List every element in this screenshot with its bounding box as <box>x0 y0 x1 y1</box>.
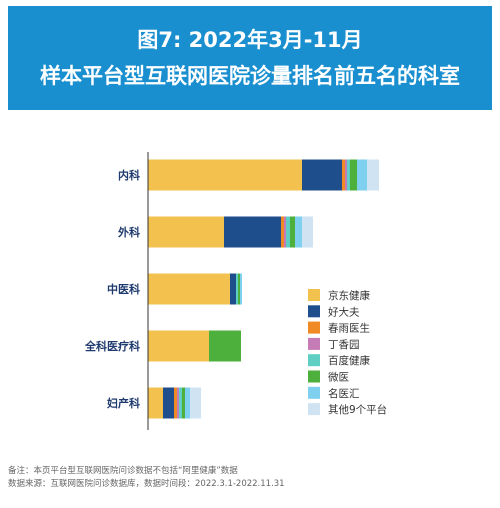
bar-segment <box>148 159 302 191</box>
bar-segment <box>148 273 230 305</box>
footnote-source: 数据来源：互联网医院问诊数据库，数据时间段：2022.3.1-2022.11.3… <box>8 479 285 489</box>
legend-label: 微医 <box>328 371 349 384</box>
category-label: 全科医疗科 <box>84 339 140 353</box>
bar-segment <box>148 330 209 362</box>
bar-segment <box>345 159 347 191</box>
category-label: 中医科 <box>107 282 140 296</box>
legend-swatch <box>308 305 320 318</box>
legend-swatch <box>308 403 320 416</box>
legend-swatch <box>308 354 320 367</box>
bar-segment <box>230 273 236 305</box>
bar-segment <box>302 159 342 191</box>
legend-label: 京东健康 <box>328 289 370 302</box>
category-label: 妇产科 <box>106 396 140 410</box>
bar-segment <box>179 387 182 419</box>
bar-segment <box>177 387 179 419</box>
footnote-note: 备注：本页平台型互联网医院问诊数据不包括“阿里健康”数据 <box>8 466 238 476</box>
legend-swatch <box>308 337 320 350</box>
bar-segment <box>236 273 238 305</box>
category-label: 内科 <box>118 168 140 182</box>
legend-swatch <box>308 370 320 383</box>
bar-segment <box>224 216 281 248</box>
bar-segment <box>209 330 241 362</box>
bar-segment <box>238 273 240 305</box>
bar-segment <box>190 387 201 419</box>
legend-swatch <box>308 289 320 301</box>
bar-segment <box>342 159 345 191</box>
legend-label: 好大夫 <box>328 305 360 318</box>
bar-segment <box>367 159 379 191</box>
bar-segment <box>290 216 295 248</box>
bar-segment <box>284 216 286 248</box>
legend-label: 其他9个平台 <box>328 403 387 416</box>
bar-segment <box>302 216 313 248</box>
legend-label: 百度健康 <box>328 354 370 367</box>
legend-label: 名医汇 <box>328 387 360 400</box>
bar-segment <box>148 216 224 248</box>
bar-segment <box>163 387 174 419</box>
legend-swatch <box>308 321 320 334</box>
bar-segment <box>148 387 163 419</box>
legend-swatch <box>308 386 320 399</box>
bar-segment <box>182 387 185 419</box>
chart-subtitle: 样本平台型互联网医院诊量排名前五名的科室 <box>40 64 460 88</box>
bar-segment <box>174 387 177 419</box>
bar-segment <box>240 273 242 305</box>
chart-title: 图7: 2022年3月-11月 <box>137 28 363 52</box>
bar-segment <box>286 216 290 248</box>
legend-label: 春雨医生 <box>328 322 370 335</box>
legend-label: 丁香园 <box>328 339 360 351</box>
bar-segment <box>357 159 367 191</box>
bar-segment <box>295 216 302 248</box>
category-label: 外科 <box>117 225 140 239</box>
bar-segment <box>281 216 284 248</box>
bar-segment <box>185 387 190 419</box>
bar-segment <box>350 159 357 191</box>
bar-segment <box>347 159 350 191</box>
title-banner: 图7: 2022年3月-11月 样本平台型互联网医院诊量排名前五名的科室 <box>8 6 492 110</box>
